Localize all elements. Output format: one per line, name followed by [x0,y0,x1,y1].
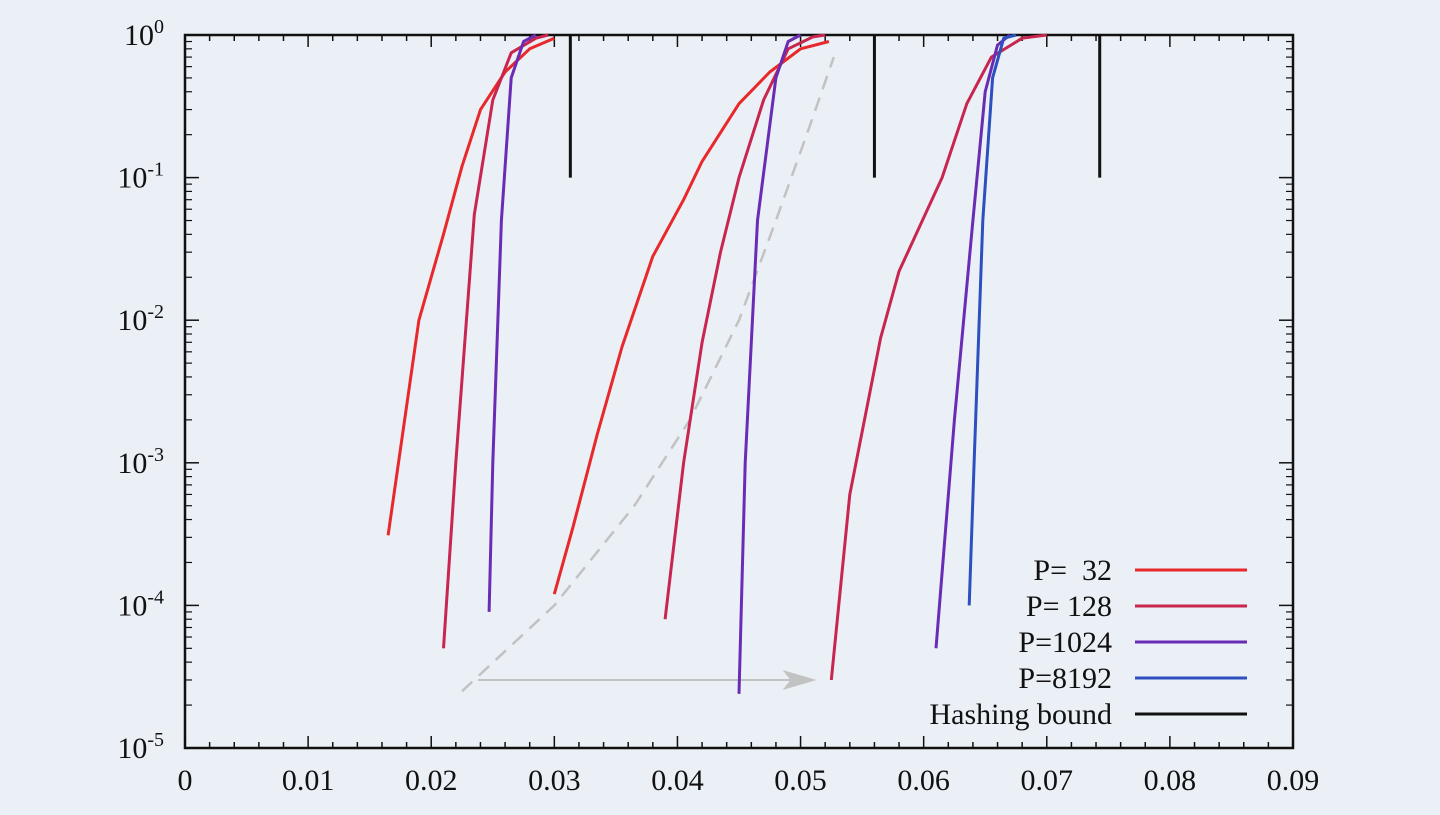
y-tick-label: 10-2 [117,301,164,337]
legend-label: P=8192 [1018,662,1112,695]
legend-label: P= 32 [1033,554,1112,587]
y-tick-label: 100 [124,16,164,52]
series-line [737,33,802,694]
series-line [487,33,537,612]
x-tick-label: 0.07 [1021,764,1074,797]
y-tick-label: 10-1 [117,159,164,195]
x-tick-label: 0.02 [405,764,458,797]
series-line [552,40,830,595]
legend-label: P= 128 [1026,590,1112,623]
legend-label: P=1024 [1018,626,1112,659]
series-line [934,33,1011,649]
y-tick-label: 10-5 [117,729,164,765]
y-tick-label: 10-3 [117,444,164,480]
series-line [663,33,826,620]
x-tick-label: 0.03 [528,764,581,797]
legend-label: Hashing bound [930,698,1113,731]
series-line [829,33,1047,681]
x-tick-label: 0.04 [651,764,704,797]
x-tick-label: 0.01 [282,764,335,797]
plot-frame [183,33,1295,750]
x-tick-label: 0.06 [897,764,950,797]
guide-dashed-curve [461,56,835,693]
series-line [967,33,1017,606]
y-tick-label: 10-4 [117,586,164,622]
x-tick-label: 0 [178,764,193,797]
x-tick-label: 0.08 [1144,764,1197,797]
x-tick-label: 0.09 [1267,764,1320,797]
x-tick-label: 0.05 [774,764,827,797]
series-line [386,36,555,536]
series-line [442,33,549,649]
shift-arrow-head [782,669,817,690]
